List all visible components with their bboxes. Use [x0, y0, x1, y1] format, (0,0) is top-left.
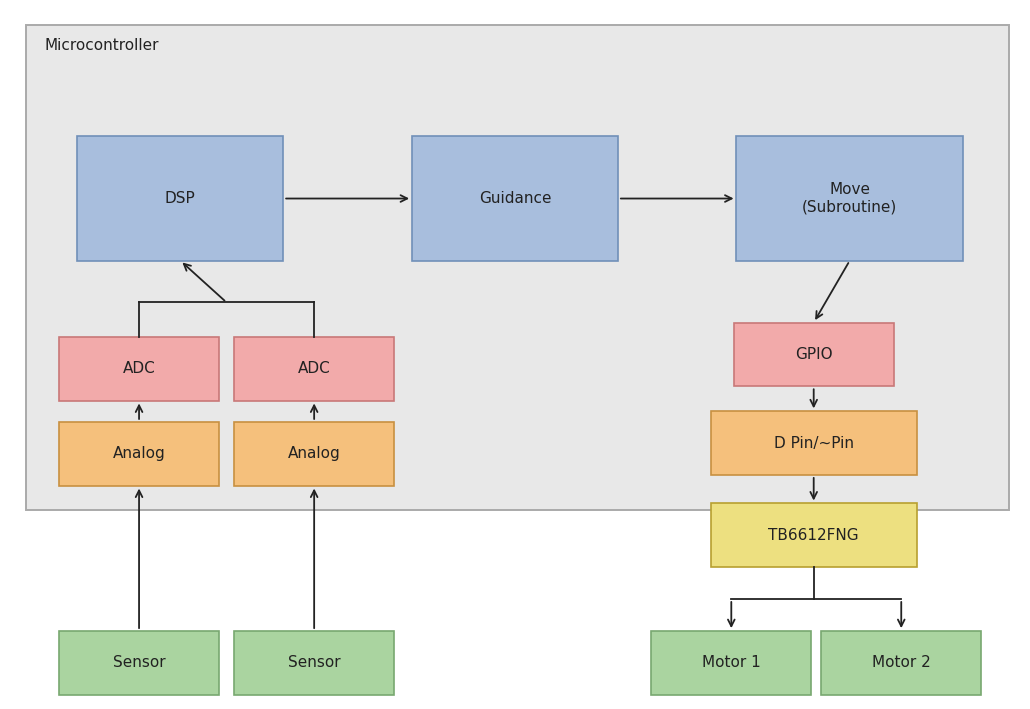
- Text: D Pin/~Pin: D Pin/~Pin: [774, 435, 854, 451]
- FancyBboxPatch shape: [234, 337, 393, 401]
- Text: Microcontroller: Microcontroller: [44, 38, 159, 52]
- Text: TB6612FNG: TB6612FNG: [768, 527, 859, 543]
- FancyBboxPatch shape: [26, 25, 1009, 510]
- Text: Guidance: Guidance: [479, 191, 551, 206]
- Text: Motor 2: Motor 2: [871, 655, 931, 671]
- FancyBboxPatch shape: [821, 631, 981, 695]
- FancyBboxPatch shape: [412, 137, 618, 261]
- FancyBboxPatch shape: [60, 337, 219, 401]
- FancyBboxPatch shape: [234, 631, 393, 695]
- Text: Sensor: Sensor: [287, 655, 341, 671]
- FancyBboxPatch shape: [60, 422, 219, 486]
- FancyBboxPatch shape: [651, 631, 812, 695]
- Text: Motor 1: Motor 1: [701, 655, 761, 671]
- Text: GPIO: GPIO: [795, 347, 832, 362]
- Text: DSP: DSP: [165, 191, 196, 206]
- FancyBboxPatch shape: [711, 411, 917, 475]
- FancyBboxPatch shape: [711, 503, 917, 567]
- FancyBboxPatch shape: [736, 137, 963, 261]
- Text: ADC: ADC: [123, 361, 156, 376]
- FancyBboxPatch shape: [234, 422, 393, 486]
- FancyBboxPatch shape: [733, 323, 894, 386]
- FancyBboxPatch shape: [77, 137, 283, 261]
- Text: Move
(Subroutine): Move (Subroutine): [802, 182, 897, 215]
- FancyBboxPatch shape: [60, 631, 219, 695]
- Text: Analog: Analog: [287, 446, 341, 462]
- Text: ADC: ADC: [298, 361, 331, 376]
- Text: Sensor: Sensor: [112, 655, 166, 671]
- Text: Analog: Analog: [112, 446, 166, 462]
